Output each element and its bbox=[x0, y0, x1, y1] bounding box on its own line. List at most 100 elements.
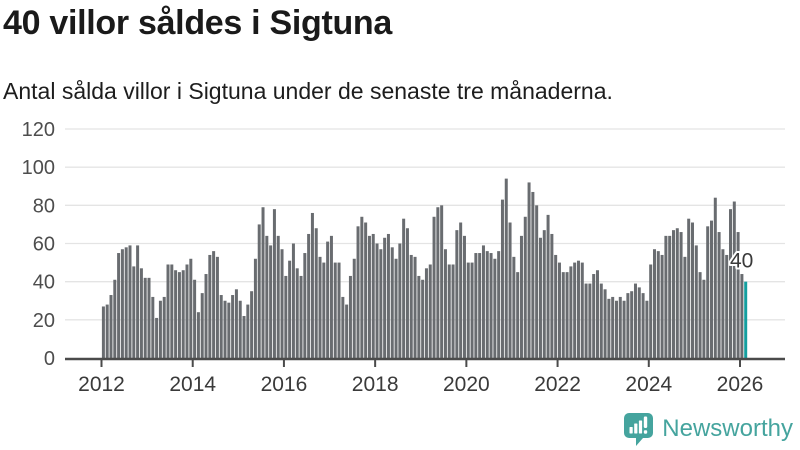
bar bbox=[462, 235, 466, 358]
bar bbox=[394, 258, 398, 358]
bar bbox=[367, 235, 371, 358]
y-axis-label: 0 bbox=[44, 348, 55, 370]
bar bbox=[413, 256, 417, 358]
bar bbox=[215, 256, 219, 358]
x-axis-label: 2022 bbox=[534, 373, 581, 396]
bar bbox=[485, 251, 489, 358]
bar bbox=[348, 275, 352, 358]
bar bbox=[440, 205, 444, 358]
bar bbox=[189, 258, 193, 358]
bar bbox=[405, 228, 409, 358]
bar bbox=[379, 249, 383, 358]
bar bbox=[196, 312, 200, 358]
bar bbox=[360, 216, 364, 358]
bar bbox=[356, 226, 360, 358]
bar bbox=[337, 262, 341, 358]
bar bbox=[364, 222, 368, 358]
bar bbox=[345, 304, 349, 358]
brand-name: Newsworthy bbox=[662, 415, 793, 442]
bar bbox=[447, 264, 451, 358]
bar bbox=[546, 214, 550, 359]
bar bbox=[538, 237, 542, 358]
bar bbox=[592, 274, 596, 358]
bar bbox=[652, 249, 656, 358]
bar bbox=[101, 306, 105, 358]
bar bbox=[200, 293, 204, 358]
bar bbox=[569, 266, 573, 358]
bar bbox=[493, 258, 497, 358]
y-axis-label: 120 bbox=[22, 119, 55, 141]
bar bbox=[683, 256, 687, 358]
bar bbox=[208, 254, 212, 358]
bar bbox=[694, 245, 698, 358]
bar bbox=[371, 233, 375, 358]
bar bbox=[531, 191, 535, 358]
bar bbox=[139, 268, 143, 358]
mini-bar-chart-glyph bbox=[629, 416, 648, 434]
page-title: 40 villor såldes i Sigtuna bbox=[3, 4, 393, 42]
bar bbox=[417, 275, 421, 358]
bar bbox=[383, 237, 387, 358]
bar bbox=[618, 296, 622, 358]
bar bbox=[497, 251, 501, 358]
bar bbox=[554, 254, 558, 358]
bar bbox=[124, 247, 128, 358]
bar bbox=[402, 218, 406, 358]
bar bbox=[740, 274, 744, 358]
bar bbox=[151, 296, 155, 358]
bar bbox=[257, 224, 261, 358]
bar bbox=[181, 270, 185, 358]
bar bbox=[398, 243, 402, 358]
chart-subtitle: Antal sålda villor i Sigtuna under de se… bbox=[3, 78, 613, 104]
bar bbox=[508, 222, 512, 358]
bar bbox=[105, 304, 109, 358]
bar bbox=[660, 254, 664, 358]
bar bbox=[170, 264, 174, 358]
bar bbox=[132, 266, 136, 358]
bar bbox=[303, 253, 307, 358]
bar bbox=[717, 232, 721, 358]
bar bbox=[329, 235, 333, 358]
highlighted-bar bbox=[744, 281, 748, 358]
bar bbox=[147, 277, 151, 358]
bar bbox=[113, 279, 117, 358]
bar bbox=[242, 316, 246, 358]
bar bbox=[614, 300, 618, 358]
bar bbox=[679, 232, 683, 358]
bar bbox=[428, 264, 432, 358]
y-axis-label: 40 bbox=[33, 272, 55, 294]
bar bbox=[573, 262, 577, 358]
bar bbox=[500, 199, 504, 358]
bar bbox=[512, 256, 516, 358]
bar bbox=[729, 209, 732, 358]
bar-chart: 0 20 40 60 80 100 120 2012 2014 2016 2018 2020 2022 2… bbox=[22, 119, 785, 396]
bar bbox=[725, 254, 729, 358]
bar bbox=[219, 295, 223, 359]
bar bbox=[280, 249, 284, 358]
y-axis-label: 100 bbox=[22, 157, 55, 179]
bar bbox=[732, 201, 736, 358]
bar bbox=[675, 228, 679, 358]
y-axis-label: 80 bbox=[33, 195, 55, 217]
bar bbox=[656, 251, 660, 358]
bar bbox=[421, 279, 425, 358]
bar bbox=[120, 249, 124, 358]
bar bbox=[721, 249, 725, 358]
bar bbox=[436, 207, 440, 358]
bar bbox=[504, 178, 508, 358]
bar bbox=[584, 283, 588, 358]
bar bbox=[451, 264, 455, 358]
bar bbox=[158, 300, 162, 358]
bar bbox=[455, 230, 459, 358]
bar bbox=[284, 275, 288, 358]
bar bbox=[481, 245, 485, 358]
bar bbox=[607, 298, 611, 358]
bar bbox=[177, 272, 181, 359]
bar bbox=[276, 235, 280, 358]
bar bbox=[668, 235, 672, 358]
bar bbox=[561, 272, 565, 359]
bar bbox=[603, 289, 607, 358]
bar bbox=[565, 272, 569, 359]
bar bbox=[459, 222, 463, 358]
